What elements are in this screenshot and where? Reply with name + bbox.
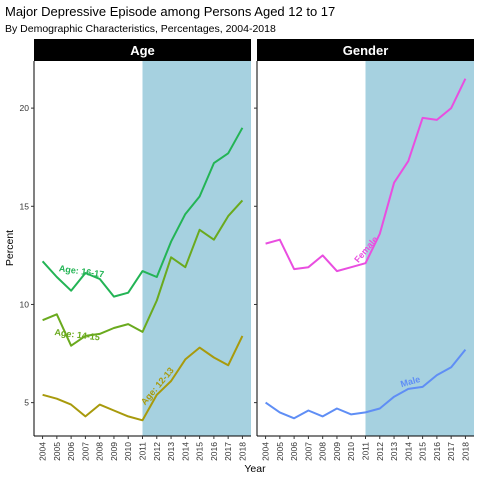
x-tick-label: 2006	[289, 442, 299, 461]
x-tick-label: 2005	[52, 442, 62, 461]
x-tick-label: 2009	[109, 442, 119, 461]
x-tick-label: 2011	[361, 442, 371, 461]
x-tick-label: 2009	[332, 442, 342, 461]
x-tick-label: 2010	[346, 442, 356, 461]
x-tick-label: 2012	[375, 442, 385, 461]
chart-title: Major Depressive Episode among Persons A…	[5, 4, 335, 19]
panel-gender: Gender 2004 2005 2006 2007 2008 2009 2010 2011 20…	[254, 39, 474, 461]
chart-subtitle: By Demographic Characteristics, Percenta…	[5, 23, 276, 35]
x-tick-label: 2006	[66, 442, 76, 461]
x-tick-label: 2017	[223, 442, 233, 461]
x-tick-label: 2016	[209, 442, 219, 461]
x-tick-label: 2015	[418, 442, 428, 461]
x-tick-label: 2008	[318, 442, 328, 461]
x-tick-label: 2018	[237, 442, 247, 461]
shaded-period	[142, 61, 251, 436]
x-tick-label: 2004	[261, 442, 271, 461]
x-tick-label: 2015	[195, 442, 205, 461]
strip-background	[257, 39, 474, 61]
strip-label: Age	[130, 43, 155, 58]
series-line-female	[265, 78, 467, 273]
y-tick-label: 10	[20, 299, 30, 309]
series-line-age-14-15	[42, 199, 244, 347]
x-tick-label: 2012	[152, 442, 162, 461]
x-tick-label: 2007	[303, 442, 313, 461]
x-tick-label: 2008	[95, 442, 105, 461]
x-tick-label: 2011	[138, 442, 148, 461]
x-tick-label: 2005	[275, 442, 285, 461]
x-tick-label: 2007	[80, 442, 90, 461]
panel-age: Age 5 10 15 20 2004 2005 2006 2007 2008 2009 2010 20…	[20, 39, 251, 461]
series-line-male	[265, 348, 467, 420]
strip-background	[34, 39, 251, 61]
x-axis-title: Year	[244, 463, 266, 475]
x-tick-label: 2018	[460, 442, 470, 461]
x-tick-label: 2014	[403, 442, 413, 461]
x-tick-label: 2010	[123, 442, 133, 461]
x-tick-label: 2016	[432, 442, 442, 461]
panels-layer: Age 5 10 15 20 2004 2005 2006 2007 2008 2009 2010 20…	[20, 39, 474, 461]
y-tick-label: 5	[24, 398, 29, 408]
series-line-age-16-17	[41, 127, 244, 298]
y-axis-title: Percent	[4, 230, 16, 266]
x-tick-label: 2013	[166, 442, 176, 461]
x-tick-label: 2014	[180, 442, 190, 461]
y-tick-label: 15	[20, 201, 30, 211]
x-tick-label: 2013	[389, 442, 399, 461]
x-tick-label: 2004	[38, 442, 48, 461]
series-line-age-12-13	[42, 335, 244, 422]
strip-label: Gender	[343, 43, 389, 58]
y-tick-label: 20	[20, 103, 30, 113]
series-label: Age: 14-15	[54, 327, 100, 342]
x-tick-label: 2017	[446, 442, 456, 461]
